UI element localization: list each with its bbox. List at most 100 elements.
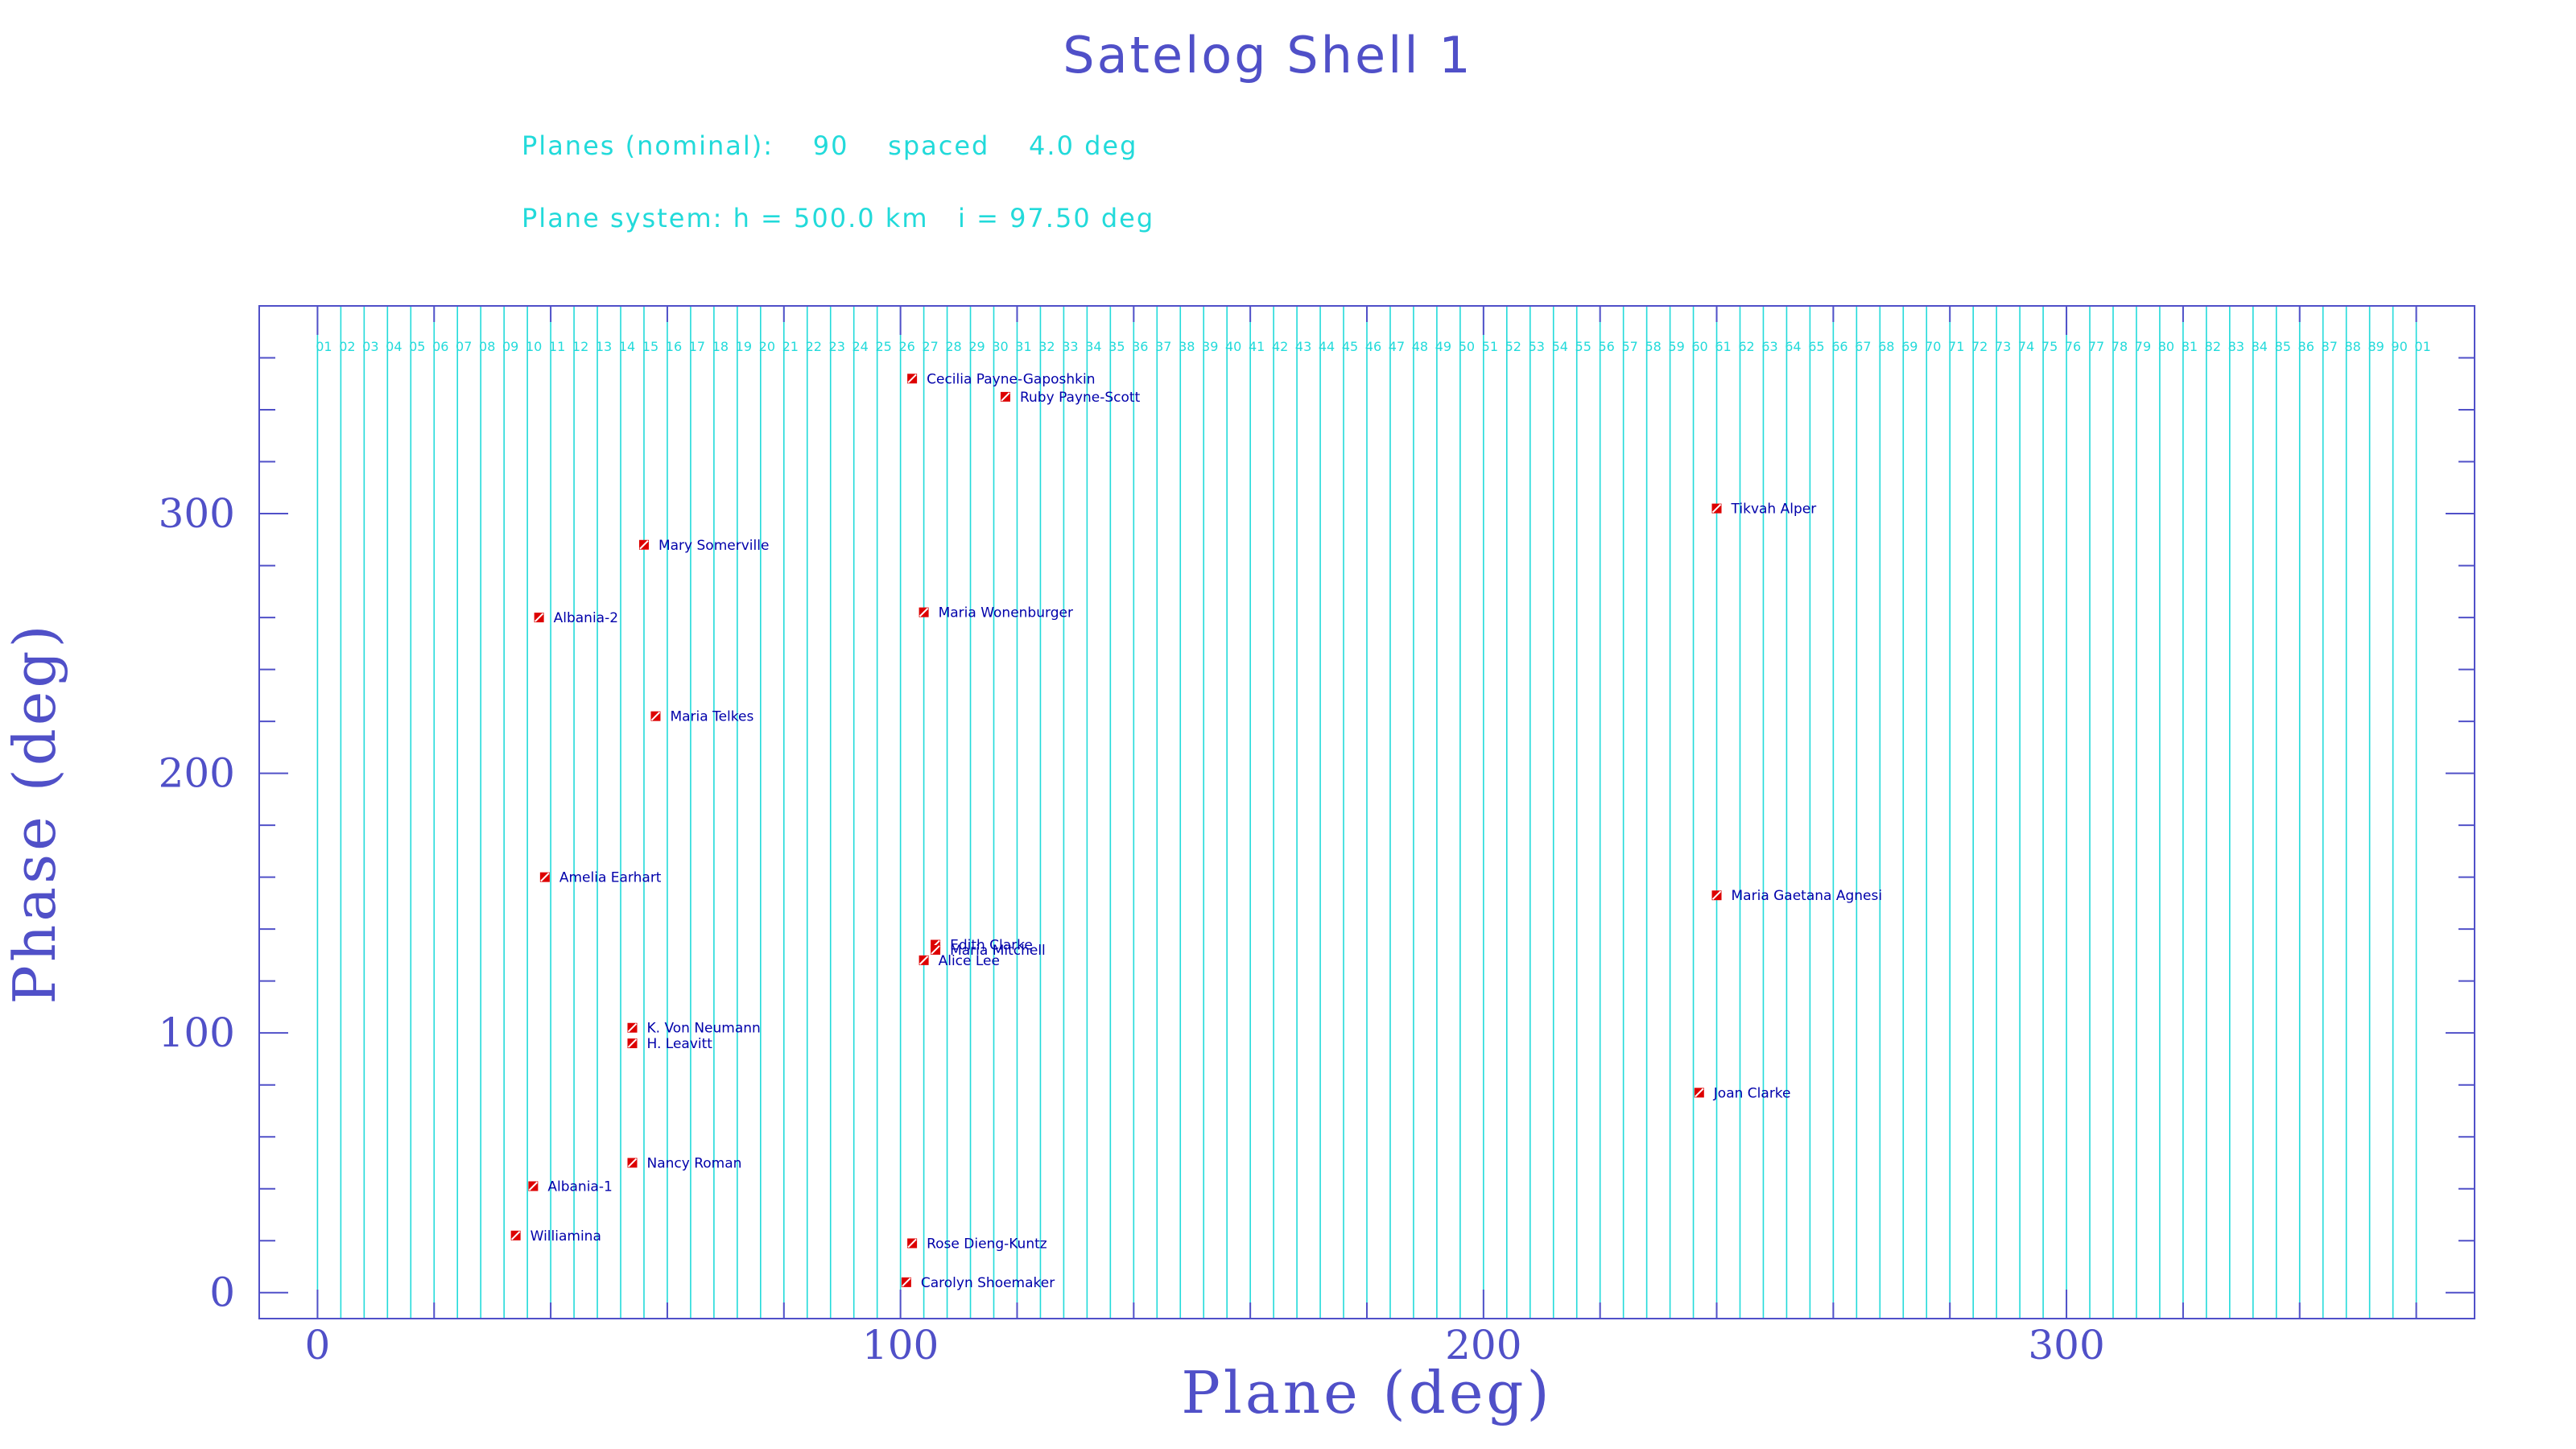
plane-label-30: 30 [992,339,1008,354]
plane-label-65: 65 [1808,339,1824,354]
plane-label-44: 44 [1319,339,1335,354]
satellite-label: Tikvah Alper [1731,502,1817,518]
plane-label-14: 14 [619,339,635,354]
plane-label-29: 29 [968,339,985,354]
plane-label-8: 08 [479,339,495,354]
satellite-marker-slash [528,1181,539,1191]
satellite-point: Tikvah Alper [1711,502,1817,518]
satellite-marker-slash [931,945,940,955]
plane-label-78: 78 [2112,339,2128,354]
satellite-label: Maria Gaetana Agnesi [1732,888,1883,904]
satellite-label: Edith Clarke [950,938,1033,954]
plane-label-5: 05 [409,339,425,354]
y-axis-label: Phase (deg) [1,621,68,1004]
plane-label-70: 70 [1925,339,1941,354]
plane-label-40: 40 [1225,339,1241,354]
satellite-marker-slash [919,607,929,617]
plane-label-35: 35 [1108,339,1125,354]
satellite-points: Cecilia Payne-Gaposhkin Ruby Payne-Scott T… [510,371,1883,1291]
satellite-point: Joan Clarke [1694,1085,1791,1101]
satellite-point: H. Leavitt [627,1036,712,1052]
plane-label-39: 39 [1202,339,1218,354]
satellite-label: H. Leavitt [646,1036,712,1052]
info-plane-system: Plane system: h = 500.0 km i = 97.50 deg [522,203,1154,233]
axis-tick-labels: 0 100 200 300 0 100 200 300 [159,490,2105,1368]
plane-label-21: 21 [782,339,799,354]
plane-label-81: 81 [2182,339,2198,354]
chart-title: Satelog Shell 1 [1063,26,1472,85]
plane-label-26: 26 [898,339,914,354]
plane-label-13: 13 [596,339,612,354]
plane-label-28: 28 [945,339,961,354]
plane-label-83: 83 [2228,339,2244,354]
plane-label-79: 79 [2135,339,2151,354]
satellite-point: Maria Mitchell [931,943,1046,959]
satellite-point: Maria Gaetana Agnesi [1711,888,1883,904]
plane-label-63: 63 [1761,339,1777,354]
plane-label-23: 23 [829,339,845,354]
plane-label-27: 27 [922,339,938,354]
satellite-point: Maria Wonenburger [919,605,1073,621]
satellite-label: Maria Telkes [670,709,753,725]
x-tick-label: 0 [305,1322,331,1368]
plane-label-19: 19 [736,339,752,354]
satellite-label: Maria Wonenburger [939,605,1073,621]
plane-label-56: 56 [1599,339,1615,354]
plane-label-22: 22 [806,339,822,354]
plot-frame [258,305,2475,1319]
satellite-point: Maria Telkes [650,709,753,725]
plane-label-10: 10 [526,339,542,354]
satellite-marker-slash [534,613,544,622]
satellite-label: Alice Lee [939,953,1000,969]
plane-label-71: 71 [1948,339,1964,354]
satellite-label: Amelia Earhart [559,870,662,886]
satellite-marker-slash [510,1231,521,1241]
satellite-label: Cecilia Payne-Gaposhkin [927,371,1095,387]
plane-label-52: 52 [1505,339,1521,354]
satellite-label: K. Von Neumann [646,1021,760,1037]
satellite-marker-slash [627,1158,638,1168]
satellite-point: Ruby Payne-Scott [1000,390,1141,406]
satellite-label: Rose Dieng-Kuntz [927,1236,1047,1252]
satellite-point: Amelia Earhart [539,870,662,886]
axis-ticks [259,306,2475,1319]
satellite-marker-slash [919,956,929,965]
satellite-point: K. Von Neumann [627,1021,761,1037]
plane-label-91: 01 [2414,339,2430,354]
satellite-label: Albania-1 [547,1179,612,1195]
plane-label-12: 12 [572,339,588,354]
plane-label-2: 02 [339,339,355,354]
x-tick-label: 100 [862,1322,939,1368]
plane-label-72: 72 [1971,339,1988,354]
plane-label-16: 16 [666,339,682,354]
plane-label-73: 73 [1995,339,2011,354]
plane-label-80: 80 [2158,339,2174,354]
plane-label-62: 62 [1738,339,1754,354]
satellite-marker-slash [540,872,550,882]
satellite-marker-slash [902,1278,911,1287]
satellite-marker-slash [639,540,649,550]
satellite-marker-slash [1001,392,1010,402]
plane-label-66: 66 [1831,339,1847,354]
plane-label-11: 11 [549,339,565,354]
plane-label-33: 33 [1062,339,1078,354]
plane-label-59: 59 [1668,339,1684,354]
plane-label-76: 76 [2065,339,2081,354]
x-tick-label: 300 [2028,1322,2104,1368]
plane-label-18: 18 [712,339,729,354]
plane-label-17: 17 [689,339,705,354]
satellite-marker-slash [1695,1088,1704,1098]
satellite-label: Williamina [530,1228,601,1245]
plane-label-58: 58 [1645,339,1661,354]
plane-label-36: 36 [1132,339,1148,354]
satellite-marker-slash [907,374,917,384]
satellite-label: Ruby Payne-Scott [1020,390,1141,406]
plane-label-90: 90 [2391,339,2407,354]
plane-label-41: 41 [1249,339,1265,354]
plane-label-67: 67 [1855,339,1871,354]
plane-label-42: 42 [1272,339,1288,354]
plane-label-82: 82 [2205,339,2221,354]
satellite-point: Cecilia Payne-Gaposhkin [907,371,1096,387]
plane-label-15: 15 [642,339,658,354]
